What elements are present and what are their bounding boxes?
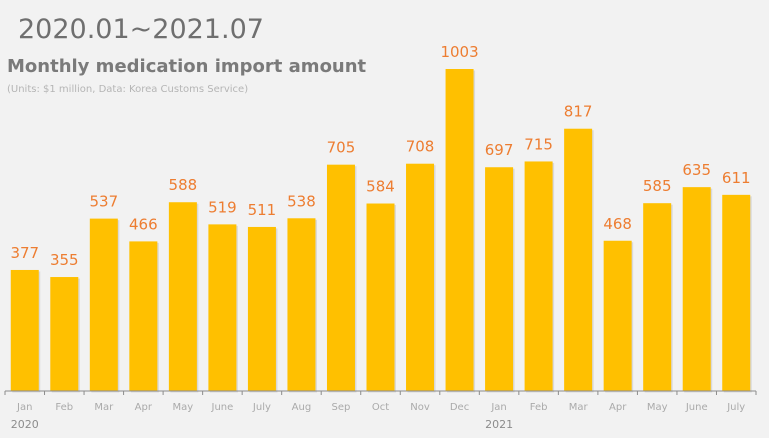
bar [682,187,711,391]
x-tick-label: June [685,402,708,413]
x-tick-label: May [173,402,194,413]
x-tick-label: Feb [530,402,548,413]
data-label: 538 [287,192,316,210]
data-label: 708 [406,138,435,156]
data-label: 705 [327,139,356,157]
data-label: 1003 [440,43,478,61]
bar [366,203,395,391]
x-tick-label: July [252,402,271,413]
bar [129,241,158,391]
x-tick-label: Mar [569,402,589,413]
data-label: 817 [564,103,593,121]
x-tick-label: Oct [372,402,389,413]
bar [10,269,39,391]
bar [89,218,118,391]
chart-subtitle: (Units: $1 million, Data: Korea Customs … [7,84,249,95]
x-tick-label: Mar [94,402,114,413]
x-tick-label: Dec [450,402,469,413]
x-tick-label: May [647,402,668,413]
x-tick-label: Apr [609,402,627,413]
bar [50,277,79,391]
year-label: 2021 [485,418,513,431]
x-tick-label: Jan [16,402,32,413]
bar [564,128,593,391]
data-label: 355 [50,251,79,269]
data-label: 466 [129,215,158,233]
data-label: 537 [89,193,118,211]
bar [247,226,276,391]
data-label: 584 [366,178,395,196]
x-tick-label: Feb [55,402,73,413]
x-tick-label: Apr [135,402,153,413]
bar [326,164,355,391]
data-label: 377 [10,244,39,262]
bar [524,161,553,391]
chart-title: Monthly medication import amount [7,56,367,77]
date-range-label: 2020.01~2021.07 [18,14,264,45]
data-label: 468 [603,215,632,233]
x-tick-label: July [726,402,745,413]
bar [406,163,435,391]
x-tick-label: June [211,402,234,413]
data-label: 519 [208,198,237,216]
bar [485,167,514,391]
data-label: 611 [722,169,751,187]
x-tick-label: Jan [490,402,506,413]
bar [208,224,237,391]
bar [722,194,751,391]
data-label: 715 [524,135,553,153]
year-label: 2020 [11,418,39,431]
bar [168,202,197,391]
data-label: 635 [682,161,711,179]
bar [643,203,672,391]
data-label: 511 [248,201,277,219]
data-label: 588 [169,176,198,194]
bar [445,69,474,391]
x-tick-label: Sep [332,402,351,413]
bar [287,218,316,391]
bar [603,240,632,391]
x-tick-label: Nov [410,402,430,413]
data-label: 585 [643,177,672,195]
x-tick-label: Aug [292,402,312,413]
data-label: 697 [485,141,514,159]
